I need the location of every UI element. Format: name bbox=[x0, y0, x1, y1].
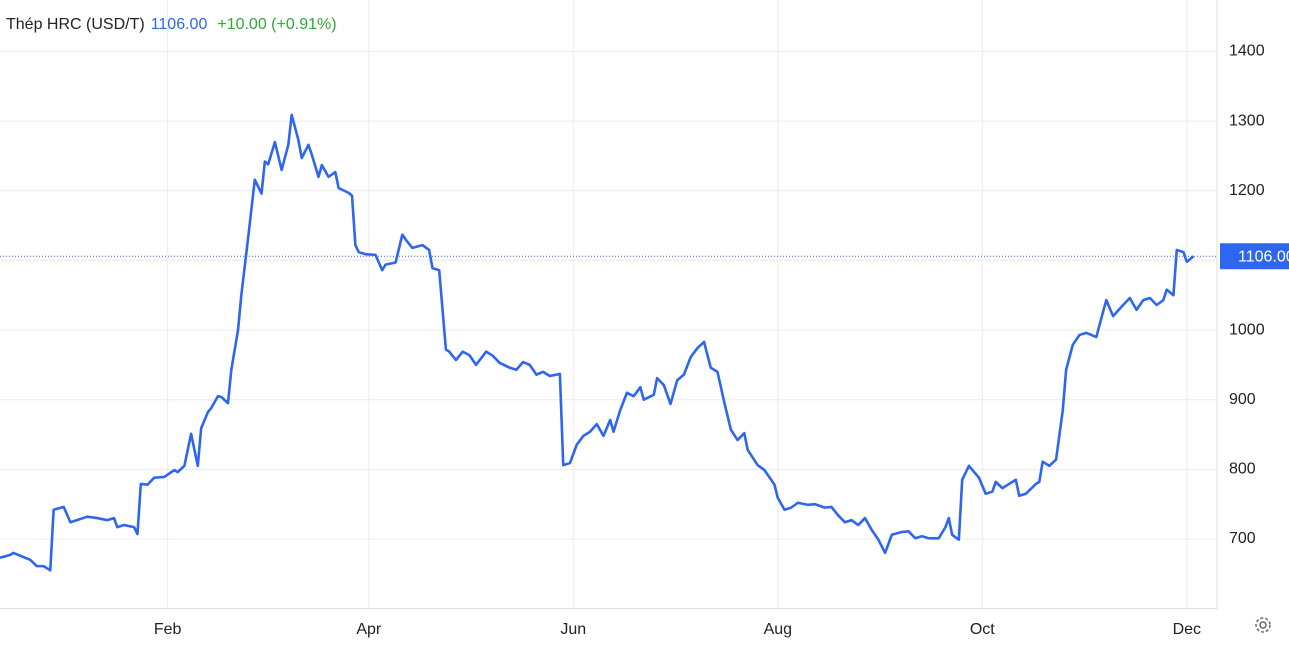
price-line bbox=[0, 113, 1195, 572]
x-tick-label: Feb bbox=[154, 621, 182, 638]
title: Thép HRC (USD/T) bbox=[6, 16, 145, 33]
y-tick-label: 700 bbox=[1229, 530, 1256, 547]
last-price-tag bbox=[1220, 243, 1289, 270]
y-tick-label: 800 bbox=[1229, 461, 1256, 478]
y-tick-label: 1000 bbox=[1229, 321, 1265, 338]
settings-icon[interactable] bbox=[1255, 617, 1271, 633]
y-tick-label: 1300 bbox=[1229, 112, 1265, 129]
y-tick-label: 900 bbox=[1229, 391, 1256, 408]
change: +10.00 (+0.91%) bbox=[217, 16, 336, 33]
last-price-label: 1106.00 bbox=[1238, 248, 1289, 265]
x-tick-label: Jun bbox=[560, 621, 586, 638]
y-tick-label: 1400 bbox=[1229, 43, 1265, 60]
price: 1106.00 bbox=[151, 16, 208, 33]
y-tick-label: 1200 bbox=[1229, 182, 1265, 199]
x-tick-label: Oct bbox=[970, 621, 995, 638]
x-tick-label: Aug bbox=[764, 621, 792, 638]
x-tick-label: Dec bbox=[1173, 621, 1201, 638]
x-tick-label: Apr bbox=[356, 621, 382, 638]
chart-title: Thép HRC (USD/T) 1106.00 +10.00 (+0.91%) bbox=[6, 16, 337, 33]
